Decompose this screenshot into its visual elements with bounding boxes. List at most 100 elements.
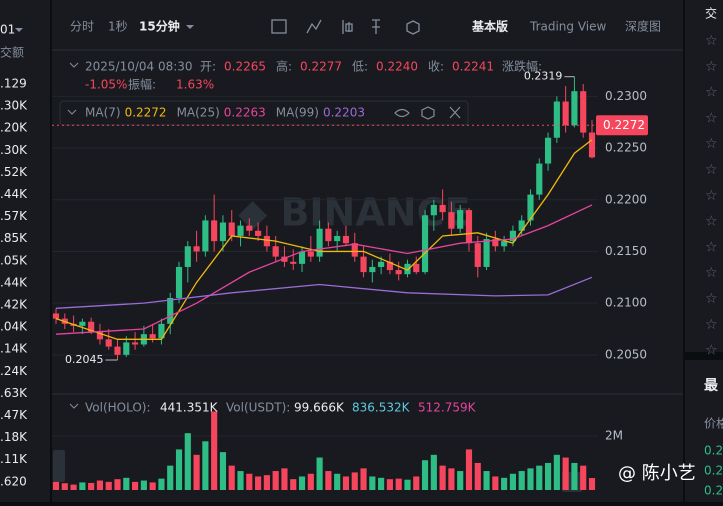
candle-body [395, 270, 402, 275]
view-tab[interactable]: 基本版 [471, 19, 508, 34]
star-icon[interactable]: ☆ [705, 85, 718, 101]
current-price-box [596, 115, 648, 136]
volume-collapse[interactable] [69, 403, 79, 409]
candle-body [404, 263, 411, 275]
volume-bar [527, 468, 534, 490]
candle-body [263, 235, 270, 247]
icon-more[interactable] [406, 20, 420, 35]
star-icon[interactable]: ☆ [705, 317, 718, 333]
ma-value: 0.2263 [224, 106, 266, 120]
candle-body [501, 241, 508, 247]
candle-body [132, 342, 139, 345]
volume-cell: .42K [0, 298, 28, 312]
volume-bar [448, 468, 455, 490]
volume-bar [395, 478, 402, 490]
volume-cell: .05K [0, 253, 28, 267]
candle-body [562, 101, 569, 126]
volume-bar [88, 482, 95, 490]
star-icon[interactable]: ☆ [705, 59, 718, 75]
candle-body [298, 251, 306, 264]
volume-bar [307, 473, 314, 490]
interval-tab[interactable]: 分时 [70, 20, 94, 34]
volume-cell: .52K [0, 165, 28, 179]
interval-tab[interactable]: 1秒 [108, 20, 128, 34]
volume-cell: .85K [0, 231, 28, 245]
view-tab[interactable]: Trading View [529, 20, 607, 34]
icon-gear[interactable] [421, 106, 435, 120]
volume-bar [501, 477, 508, 490]
candle-body [202, 220, 209, 252]
volume-bar [79, 482, 86, 490]
volume-cell: .47K [0, 408, 28, 422]
volume-bar [202, 441, 209, 490]
volume-tick-label: 2M [605, 428, 623, 442]
volume-ma-value: 512.759K [418, 401, 477, 415]
icon-eye[interactable] [394, 108, 410, 118]
candle-body [474, 243, 481, 267]
volume-cell: .04K [0, 320, 28, 334]
candle-body [509, 230, 516, 242]
view-tab[interactable]: 深度图 [625, 19, 661, 34]
info-label: 开: [200, 60, 216, 74]
star-icon[interactable]: ☆ [705, 265, 718, 281]
icon-candle[interactable] [342, 20, 353, 34]
left-arrow [15, 28, 23, 32]
icon-draw[interactable] [306, 19, 322, 34]
candle-body [88, 321, 95, 333]
volume-bar [228, 465, 235, 490]
candle-body [114, 346, 121, 355]
candle-body [184, 246, 191, 267]
star-icon[interactable]: ☆ [705, 291, 718, 307]
ma-icons [394, 106, 461, 120]
ma-collapse[interactable] [67, 109, 77, 115]
toolbar-icons [271, 19, 420, 35]
y-tick-label: 0.2150 [605, 244, 647, 258]
candle-body [430, 204, 437, 216]
star-icon[interactable]: ☆ [705, 239, 718, 255]
star-icon[interactable]: ☆ [705, 214, 718, 230]
volume-bar [219, 452, 227, 490]
volume-bar [52, 481, 60, 490]
candle-body [96, 332, 104, 340]
star-icon[interactable]: ☆ [705, 33, 718, 49]
volume-cell: .44K [0, 187, 28, 201]
scroll-left[interactable] [53, 450, 65, 482]
right-price-label: 价格 [704, 416, 723, 431]
volume-cell: .18K [0, 430, 28, 444]
icon-close[interactable] [449, 106, 461, 119]
volume-cell: .11K [0, 452, 28, 466]
volume-bar [386, 479, 393, 490]
volume-bar [193, 454, 200, 490]
interval-tab[interactable]: 15分钟 [139, 19, 180, 34]
candle-body [536, 163, 543, 195]
candle-body [518, 220, 525, 231]
ma-line [55, 276, 593, 309]
volume-bar [114, 479, 121, 490]
volume-bar [184, 433, 191, 490]
volume-bar [325, 471, 332, 490]
candle-body [386, 261, 393, 271]
volume-cell: .620 [0, 474, 27, 488]
candle-body [448, 212, 455, 229]
star-icon[interactable]: ☆ [705, 162, 718, 178]
volume-bar [536, 465, 543, 490]
volume-bar [70, 484, 77, 490]
volume-bar [588, 478, 596, 490]
info-value: 1.63% [176, 78, 214, 92]
ma-name: MA(7) [85, 106, 121, 120]
current-price-label: 0.2272 [603, 118, 645, 132]
dropdown-arrow[interactable] [186, 25, 194, 29]
star-icon[interactable]: ☆ [705, 136, 718, 152]
info-label: 低: [352, 60, 368, 74]
y-tick-label: 0.2050 [605, 347, 647, 361]
icon-indicator[interactable] [271, 19, 287, 34]
icon-settings[interactable] [372, 19, 380, 34]
collapse-icon[interactable] [69, 62, 79, 68]
star-icon[interactable]: ☆ [705, 343, 718, 359]
star-icon[interactable]: ☆ [705, 110, 718, 126]
min-price-label: 0.2045 [65, 353, 104, 366]
star-icon[interactable]: ☆ [705, 188, 718, 204]
candle-body [544, 137, 552, 164]
volume-cell: .20K [0, 121, 28, 135]
